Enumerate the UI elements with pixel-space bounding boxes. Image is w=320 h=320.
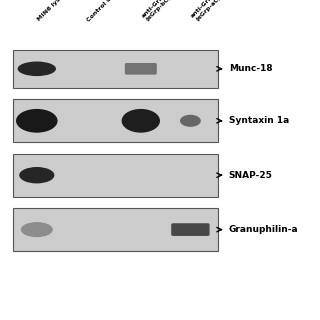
FancyBboxPatch shape <box>125 63 157 75</box>
Ellipse shape <box>18 61 56 76</box>
Ellipse shape <box>16 109 58 133</box>
Text: SNAP-25: SNAP-25 <box>229 171 273 180</box>
Ellipse shape <box>122 109 160 133</box>
FancyBboxPatch shape <box>13 50 218 88</box>
Text: Granuphilin-a: Granuphilin-a <box>229 225 299 234</box>
FancyBboxPatch shape <box>13 208 218 251</box>
FancyBboxPatch shape <box>13 99 218 142</box>
Text: Munc-18: Munc-18 <box>229 64 272 73</box>
FancyBboxPatch shape <box>13 154 218 197</box>
Ellipse shape <box>21 222 53 237</box>
Ellipse shape <box>180 115 201 127</box>
Ellipse shape <box>19 167 54 183</box>
FancyBboxPatch shape <box>171 223 210 236</box>
Text: Control ser.: Control ser. <box>86 0 119 22</box>
Text: anti-Granu.
(αGrp-bC): anti-Granu. (αGrp-bC) <box>141 0 177 22</box>
Text: Syntaxin 1a: Syntaxin 1a <box>229 116 289 125</box>
Text: MIN6 lysate: MIN6 lysate <box>37 0 70 22</box>
Text: anti-Granu.
(αGrp-aC): anti-Granu. (αGrp-aC) <box>190 0 227 22</box>
